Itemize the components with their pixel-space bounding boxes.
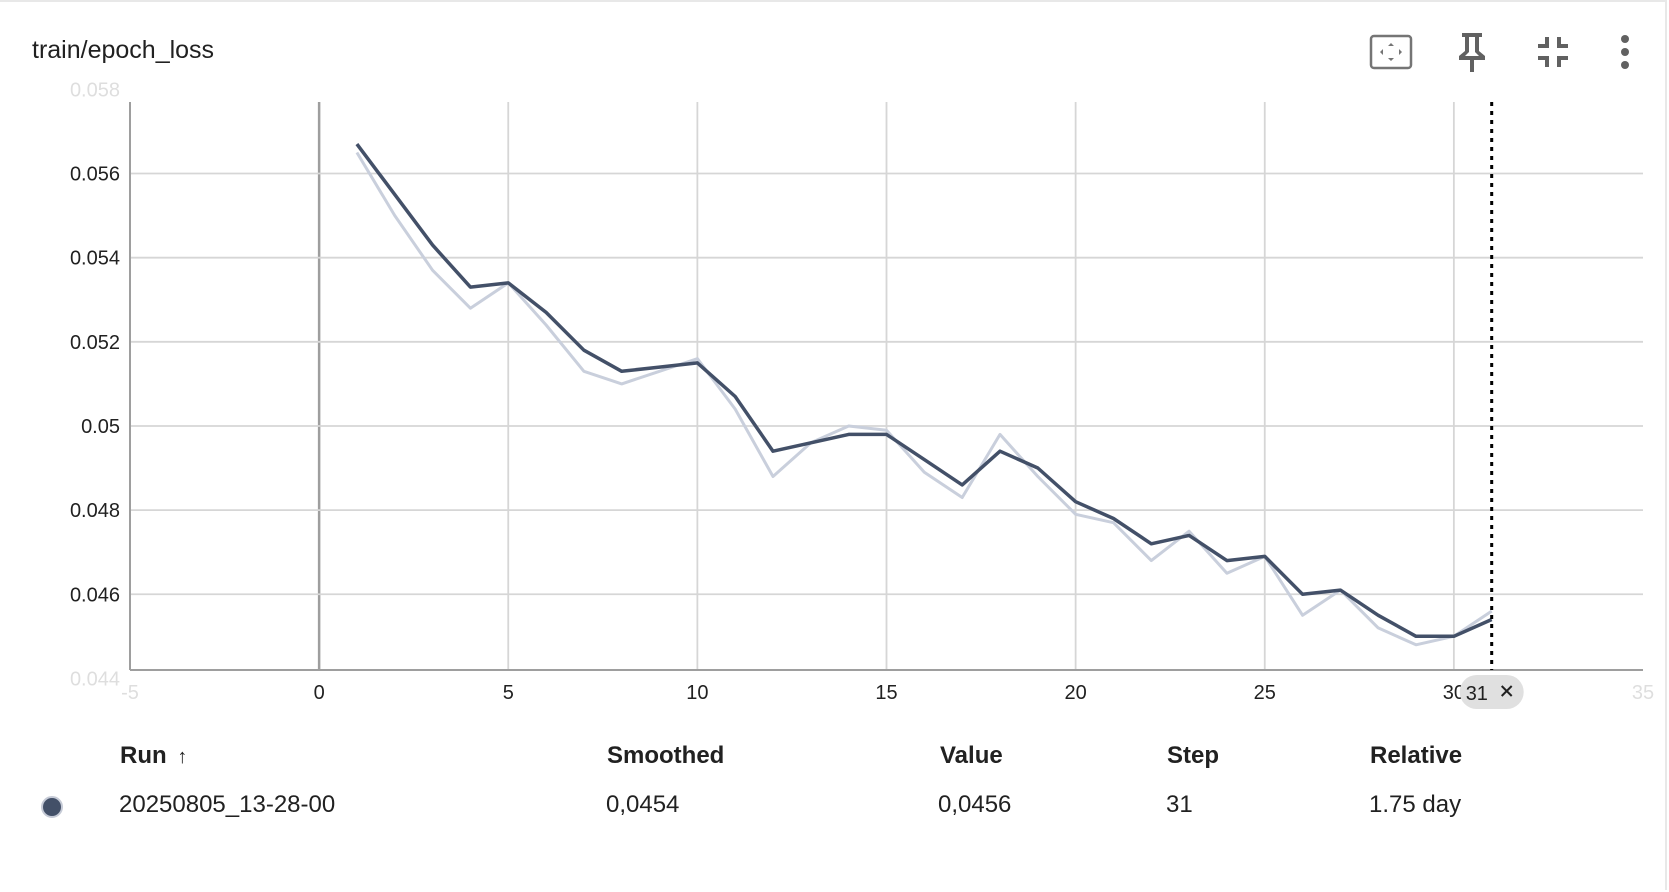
y-tick-label-faded: 0.058: [70, 79, 120, 101]
raw-series-line: [355, 151, 1493, 647]
run-color-swatch: [41, 796, 63, 818]
column-header-smoothed[interactable]: Smoothed: [607, 742, 725, 769]
x-tick-label-faded: 35: [1632, 682, 1654, 704]
x-tick-label: 15: [875, 682, 897, 704]
y-tick-label-faded: 0.044: [70, 668, 120, 690]
collapse-icon: [1538, 37, 1568, 67]
y-tick-label: 0.052: [70, 332, 120, 354]
x-tick-label: 20: [1065, 682, 1087, 704]
y-tick-label: 0.056: [70, 164, 120, 186]
card-title: train/epoch_loss: [32, 36, 215, 64]
pin-button[interactable]: [1448, 28, 1496, 76]
run-header-label: Run: [120, 742, 167, 769]
x-tick-label: 10: [686, 682, 708, 704]
column-header-run[interactable]: Run ↑: [120, 742, 187, 770]
cell-run: 20250805_13-28-00: [119, 791, 336, 818]
x-tick-label: 0: [314, 682, 325, 704]
pin-icon: [1459, 33, 1485, 72]
y-tick-label: 0.046: [70, 584, 120, 606]
more-vert-icon: [1621, 35, 1629, 69]
chart[interactable]: 0 5 10 15 20 25 30 -5 35 0.046 0.048 0.05 0.052 0.054…: [0, 2, 1669, 722]
fit-domain-icon: [1369, 34, 1413, 70]
x-tick-label: 5: [503, 682, 514, 704]
y-tick-label: 0.05: [81, 416, 120, 438]
hover-step-label: 31: [1466, 683, 1488, 705]
smoothed-series-line: [355, 143, 1493, 639]
fit-domain-button[interactable]: [1367, 28, 1415, 76]
close-icon[interactable]: [1500, 685, 1513, 697]
x-tick-label: 25: [1254, 682, 1276, 704]
cell-smoothed: 0,0454: [606, 791, 680, 818]
column-header-relative[interactable]: Relative: [1370, 742, 1463, 769]
y-tick-label: 0.048: [70, 500, 120, 522]
column-header-step[interactable]: Step: [1167, 742, 1220, 769]
cell-step: 31: [1166, 791, 1193, 818]
sort-arrow-icon: ↑: [177, 746, 188, 768]
x-tick-label: 30: [1443, 682, 1465, 704]
hover-step-chip[interactable]: [1459, 675, 1524, 709]
collapse-button[interactable]: [1529, 28, 1577, 76]
cell-value: 0,0456: [938, 791, 1012, 818]
x-tick-label-faded: -5: [121, 682, 139, 704]
more-options-button[interactable]: [1601, 28, 1649, 76]
column-header-value[interactable]: Value: [940, 742, 1003, 769]
cell-relative: 1.75 day: [1369, 791, 1462, 818]
y-tick-label: 0.054: [70, 248, 120, 270]
